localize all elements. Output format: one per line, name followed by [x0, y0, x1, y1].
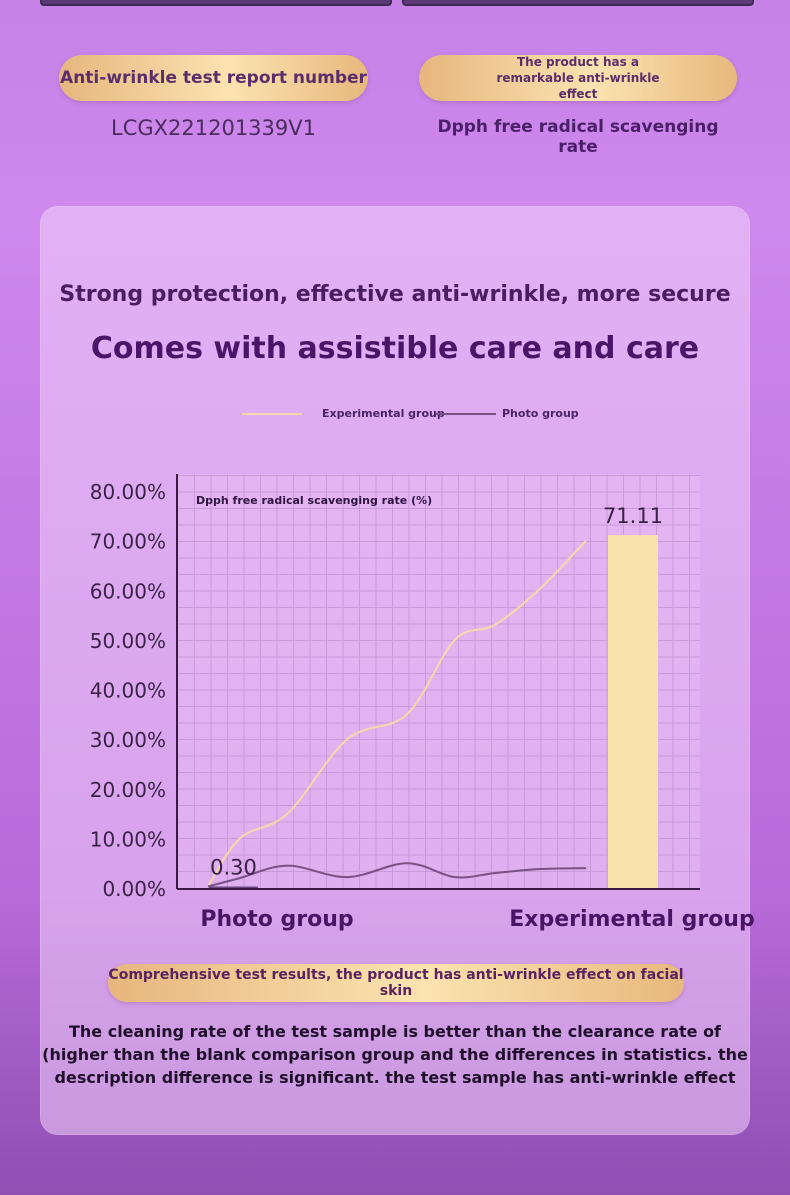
y-tick-label: 20.00% — [90, 778, 166, 802]
card-subtitle: Strong protection, effective anti-wrinkl… — [59, 282, 731, 307]
rate-caption: Dpph free radical scavenging rate — [437, 117, 719, 157]
result-badge: Comprehensive test results, the product … — [108, 964, 684, 1002]
effect-badge-text: The product has a remarkable anti-wrinkl… — [496, 55, 660, 101]
x-category-label: Experimental group — [509, 907, 754, 932]
report-label-badge: Anti-wrinkle test report number — [59, 55, 368, 101]
y-tick-label: 70.00% — [90, 530, 166, 554]
y-tick-label: 50.00% — [90, 629, 166, 653]
y-tick-label: 80.00% — [90, 480, 166, 504]
x-category-label: Photo group — [200, 907, 353, 932]
bar-photo — [209, 886, 258, 889]
value-label: 71.11 — [603, 504, 663, 528]
legend-swatch-photo — [436, 413, 496, 415]
y-tick-label: 0.00% — [102, 877, 166, 901]
bars — [209, 535, 658, 889]
value-label: 0.30 — [210, 856, 257, 880]
result-badge-text: Comprehensive test results, the product … — [108, 967, 684, 999]
series-lines — [207, 539, 587, 888]
y-axis-ticks: 80.00% 70.00% 60.00% 50.00% 40.00% 30.00% 20.0… — [90, 480, 166, 901]
y-tick-label: 10.00% — [90, 827, 166, 851]
series-line-photo — [207, 862, 587, 888]
legend-swatch-experimental — [242, 413, 302, 415]
x-axis-labels: Photo group Experimental group — [200, 907, 754, 932]
legend-label-experimental: Experimental group — [322, 407, 445, 420]
series-line-experimental — [207, 539, 587, 888]
chart-title: Dpph free radical scavenging rate (%) — [196, 494, 432, 507]
card-headline: Comes with assistible care and care — [90, 331, 700, 366]
top-frame-left — [40, 0, 392, 6]
y-tick-label: 40.00% — [90, 679, 166, 703]
top-frame-right — [402, 0, 754, 6]
effect-badge: The product has a remarkable anti-wrinkl… — [419, 55, 737, 101]
legend-label-photo: Photo group — [502, 407, 579, 420]
report-label-text: Anti-wrinkle test report number — [60, 68, 367, 88]
y-tick-label: 60.00% — [90, 579, 166, 603]
bar-experimental — [608, 535, 658, 888]
y-tick-label: 30.00% — [90, 728, 166, 752]
value-labels: 0.30 71.11 — [210, 504, 663, 879]
report-number: LCGX221201339V1 — [111, 116, 316, 140]
conclusion-text: The cleaning rate of the test sample is … — [42, 1022, 748, 1087]
